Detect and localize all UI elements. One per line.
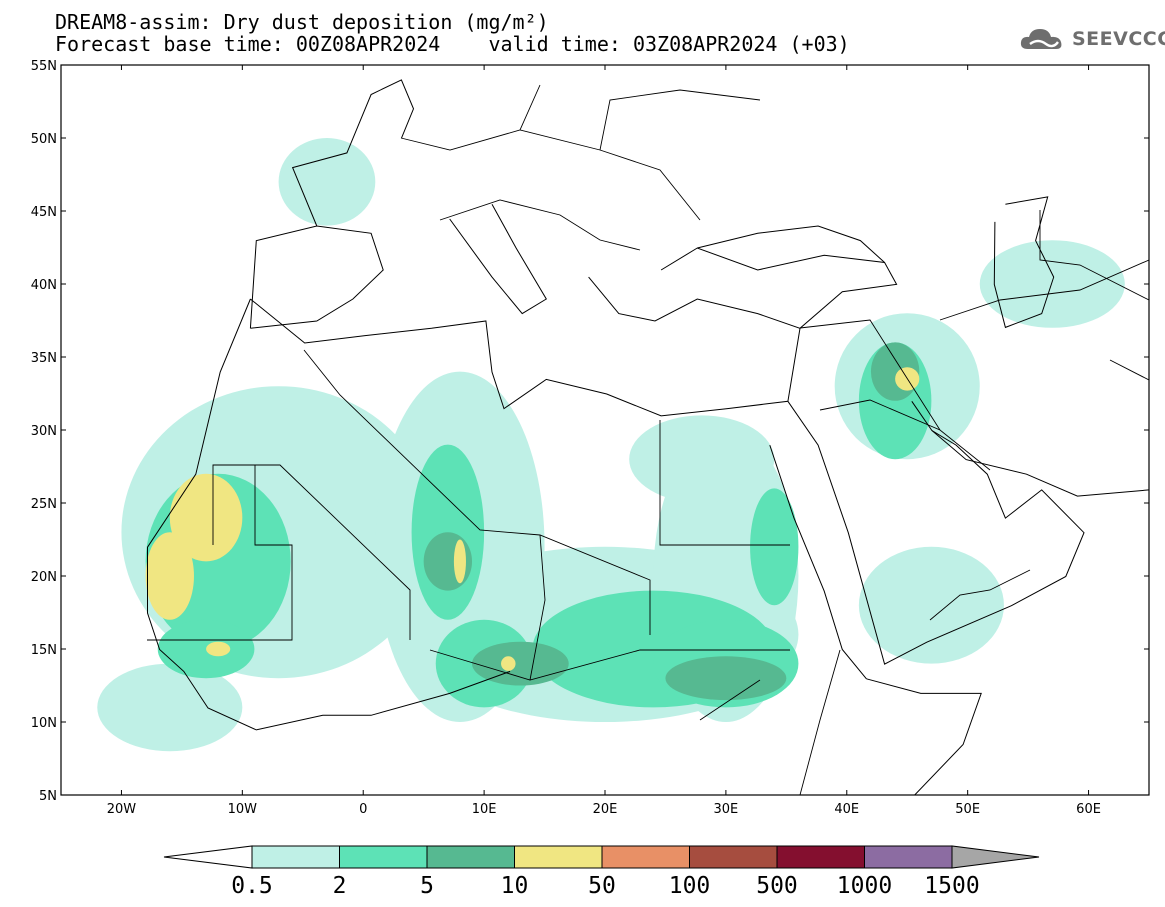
colorbar-swatch	[776, 845, 865, 869]
border-sahara-1	[147, 465, 293, 641]
deposition-area-25	[453, 539, 466, 584]
lon-tick-label: 20E	[593, 802, 618, 817]
colorbar: 0.5 2 5 10 50 100 500 1000 1500	[163, 845, 1040, 899]
lon-tick-label: 50E	[955, 802, 980, 817]
lat-tick-label: 30N	[31, 424, 57, 439]
map-title: DREAM8-assim: Dry dust deposition (mg/m²…	[55, 10, 549, 34]
lat-tick-label: 55N	[31, 59, 57, 74]
border-sahara-6	[529, 534, 546, 681]
colorbar-label: 5	[420, 873, 434, 899]
deposition-area-7	[278, 138, 376, 226]
colorbar-swatch	[601, 845, 690, 869]
cloud-logo-icon	[1020, 29, 1062, 49]
deposition-area-8	[979, 240, 1125, 328]
lat-tick-label: 25N	[31, 497, 57, 512]
lat-tick-label: 45N	[31, 205, 57, 220]
lon-tick-label: 10E	[472, 802, 497, 817]
lat-tick-label: 35N	[31, 351, 57, 366]
colorbar-label: 1000	[837, 873, 892, 899]
border-middle-east-3	[929, 569, 1031, 621]
coastline-arabia	[787, 401, 1085, 665]
deposition-area-17	[750, 488, 799, 606]
border-europe-2	[439, 199, 641, 251]
logo-text: SEEVCCC	[1072, 28, 1165, 50]
coastline-france-uk	[291, 79, 415, 227]
colorbar-label: 100	[669, 873, 711, 899]
coastline-greece-turkey	[588, 247, 898, 329]
deposition-area-22	[169, 473, 243, 562]
lat-tick-label: 15N	[31, 643, 57, 658]
colorbar-swatch	[689, 845, 778, 869]
border-sahara-4	[659, 420, 790, 546]
lon-tick-label: 30E	[714, 802, 739, 817]
deposition-area-20	[472, 641, 569, 686]
colorbar-label: 10	[501, 873, 529, 899]
forecast-time-subtitle: Forecast base time: 00Z08APR2024 valid t…	[55, 32, 850, 56]
colorbar-swatch	[251, 845, 340, 869]
lon-tick-label: 0	[359, 802, 367, 817]
colorbar-swatch	[864, 845, 953, 869]
deposition-area-19	[665, 656, 787, 701]
border-sahara-3	[303, 349, 651, 635]
lat-tick-label: 40N	[31, 278, 57, 293]
deposition-area-9	[97, 663, 243, 752]
colorbar-swatch	[514, 845, 603, 869]
border-europe-3	[519, 84, 761, 151]
colorbar-label: 2	[333, 873, 347, 899]
lat-tick-label: 5N	[39, 789, 57, 804]
coastline-red-sea-west	[769, 444, 867, 680]
border-central-asia-3	[1109, 359, 1149, 381]
deposition-area-6	[858, 546, 1004, 664]
deposition-area-26	[206, 641, 231, 657]
coastline-mediterranean-south	[250, 298, 801, 417]
colorbar-label: 50	[588, 873, 616, 899]
colorbar-under-arrow	[163, 845, 253, 869]
lon-tick-label: 10W	[228, 802, 258, 817]
coastline-caspian	[993, 196, 1055, 329]
deposition-area-16	[157, 619, 255, 679]
lat-tick-label: 50N	[31, 132, 57, 147]
coastline-horn-of-africa	[866, 678, 982, 795]
deposition-area-4	[629, 415, 775, 504]
seevccc-logo: SEEVCCC	[1018, 25, 1165, 53]
border-east-africa	[699, 649, 841, 795]
lat-tick-label: 20N	[31, 570, 57, 585]
coastline-italy	[449, 203, 547, 315]
colorbar-label: 500	[756, 873, 798, 899]
border-europe-1	[400, 129, 701, 221]
deposition-area-11	[411, 444, 485, 620]
border-sahara-2	[212, 464, 411, 640]
colorbar-swatch	[339, 845, 428, 869]
colorbar-label: 0.5	[231, 873, 273, 899]
border-central-asia-2	[1039, 210, 1149, 301]
border-middle-east-2	[819, 399, 991, 471]
border-middle-east-1	[799, 319, 941, 431]
deposition-area-23	[145, 532, 194, 620]
colorbar-label: 1500	[924, 873, 979, 899]
border-central-asia-1	[939, 259, 1149, 321]
lon-tick-label: 20W	[107, 802, 137, 817]
deposition-area-27	[501, 656, 516, 671]
lat-tick-label: 10N	[31, 716, 57, 731]
lon-tick-label: 60E	[1076, 802, 1101, 817]
coastline-black-sea	[697, 225, 885, 263]
border-sahara-5	[429, 649, 790, 681]
coastline-north-africa	[147, 298, 511, 731]
colorbar-swatch	[426, 845, 515, 869]
lon-tick-label: 40E	[834, 802, 859, 817]
colorbar-over-arrow	[951, 845, 1040, 869]
coastline-iberia	[249, 225, 384, 329]
coastline-persian-gulf	[931, 430, 1149, 497]
